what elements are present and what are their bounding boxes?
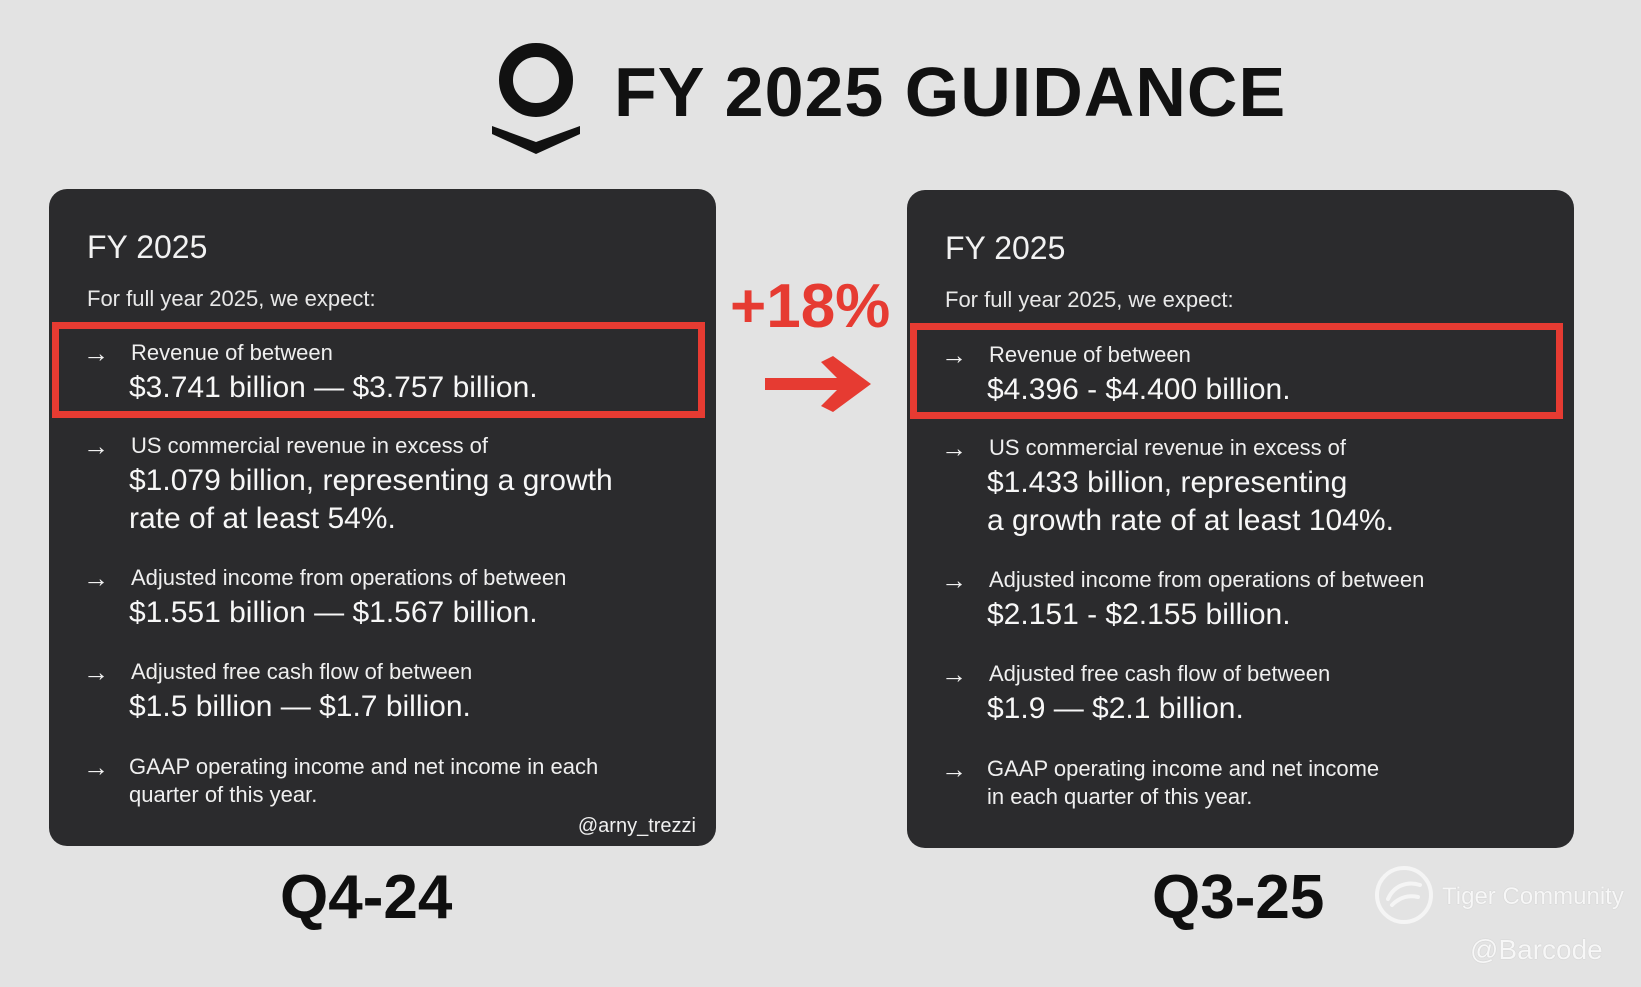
right-item-revenue-value: $4.396 - $4.400 billion. (987, 373, 1291, 406)
right-item-us-commercial-value-line1: $1.433 billion, representing (987, 466, 1348, 499)
left-guidance-panel: FY 2025 For full year 2025, we expect: →… (49, 189, 716, 846)
right-item-adjusted-income-value: $2.151 - $2.155 billion. (987, 598, 1291, 631)
right-guidance-panel: FY 2025 For full year 2025, we expect: →… (907, 190, 1574, 848)
left-item-free-cash-flow-value: $1.5 billion — $1.7 billion. (129, 690, 471, 723)
right-quarter-label: Q3-25 (1152, 863, 1325, 932)
right-panel-heading: FY 2025 (945, 230, 1066, 266)
left-item-us-commercial-value-line1: $1.079 billion, representing a growth (129, 464, 613, 497)
left-panel-intro: For full year 2025, we expect: (87, 286, 376, 311)
right-item-free-cash-flow-value: $1.9 — $2.1 billion. (987, 692, 1244, 725)
right-item-gaap-line1: GAAP operating income and net income (987, 756, 1380, 781)
right-item-adjusted-income-label: Adjusted income from operations of betwe… (989, 567, 1425, 592)
right-item-free-cash-flow-label: Adjusted free cash flow of between (989, 661, 1331, 686)
arrow-right-icon: → (941, 659, 967, 689)
right-item-revenue-label: Revenue of between (989, 342, 1191, 367)
arrow-right-icon: → (83, 431, 109, 461)
arrow-right-icon: → (941, 340, 967, 370)
arrow-right-icon: → (83, 338, 109, 368)
right-revenue-highlight-box (910, 323, 1563, 419)
palantir-logo-icon (492, 43, 580, 154)
barcode-watermark: @Barcode (1470, 934, 1603, 965)
right-item-gaap-line2: in each quarter of this year. (987, 784, 1253, 809)
growth-percentage: +18% (730, 272, 891, 341)
left-item-revenue-label: Revenue of between (131, 340, 333, 365)
left-item-us-commercial-label: US commercial revenue in excess of (131, 433, 489, 458)
right-item-us-commercial-value-line2: a growth rate of at least 104%. (987, 504, 1394, 537)
arrow-right-icon: → (941, 754, 967, 784)
left-item-revenue-value: $3.741 billion — $3.757 billion. (129, 371, 538, 404)
left-item-gaap-line2: quarter of this year. (129, 782, 318, 807)
arrow-right-icon: → (941, 565, 967, 595)
left-panel-heading: FY 2025 (87, 229, 208, 265)
arrow-right-icon: → (83, 657, 109, 687)
left-item-gaap-line1: GAAP operating income and net income in … (129, 754, 599, 779)
arrow-right-icon: → (83, 752, 109, 782)
left-item-us-commercial-value-line2: rate of at least 54%. (129, 502, 396, 535)
arrow-right-icon: → (941, 433, 967, 463)
left-item-free-cash-flow-label: Adjusted free cash flow of between (131, 659, 473, 684)
title-row: FY 2025 GUIDANCE (0, 30, 1641, 160)
left-quarter-label: Q4-24 (280, 863, 453, 932)
left-item-adjusted-income-label: Adjusted income from operations of betwe… (131, 565, 567, 590)
tiger-community-logo-icon (1375, 866, 1433, 924)
left-item-adjusted-income-value: $1.551 billion — $1.567 billion. (129, 596, 538, 629)
arrow-right-icon: → (83, 563, 109, 593)
page-title: FY 2025 GUIDANCE (614, 53, 1287, 131)
tiger-community-watermark: Tiger Community (1442, 883, 1624, 910)
right-item-us-commercial-label: US commercial revenue in excess of (989, 435, 1347, 460)
left-panel-watermark: @arny_trezzi (577, 815, 696, 837)
big-red-arrow-icon (765, 356, 871, 412)
left-revenue-highlight-box (52, 322, 705, 418)
right-panel-intro: For full year 2025, we expect: (945, 287, 1234, 312)
